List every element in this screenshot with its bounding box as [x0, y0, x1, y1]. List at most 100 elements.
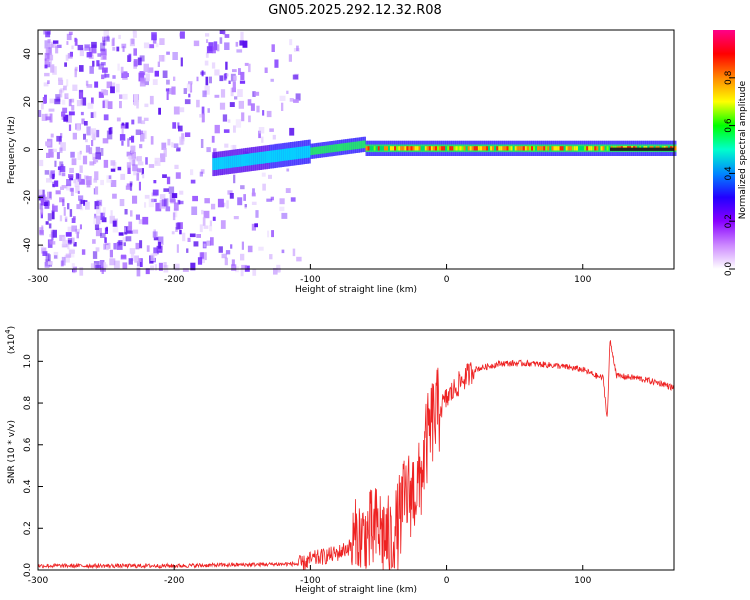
- noise-cell: [161, 142, 167, 150]
- signal-core: [561, 146, 565, 151]
- noise-cell: [201, 209, 204, 215]
- noise-cell: [289, 127, 295, 136]
- noise-cell: [51, 210, 55, 220]
- signal-mid: [334, 144, 338, 152]
- signal-core: [604, 146, 607, 151]
- signal-mid: [355, 141, 358, 150]
- signal-mid: [230, 155, 234, 168]
- signal-core: [586, 146, 589, 151]
- noise-cell: [125, 185, 131, 190]
- noise-cell: [39, 159, 44, 167]
- noise-cell: [88, 47, 93, 56]
- noise-cell: [244, 204, 247, 208]
- noise-cell: [118, 240, 123, 246]
- noise-cell: [77, 152, 82, 160]
- noise-cell: [71, 158, 77, 166]
- noise-cell: [66, 179, 72, 187]
- signal-core: [551, 146, 554, 151]
- noise-cell: [244, 204, 247, 209]
- noise-cell: [167, 138, 171, 146]
- noise-cell: [182, 232, 186, 242]
- noise-cell: [108, 127, 112, 135]
- noise-cell: [74, 228, 80, 234]
- noise-cell: [155, 43, 159, 48]
- noise-cell: [47, 43, 54, 48]
- noise-cell: [126, 162, 131, 168]
- colorbar-label: Normalized spectral amplitude: [738, 80, 748, 219]
- signal-core: [459, 146, 462, 151]
- noise-cell: [211, 46, 216, 54]
- noise-cell: [72, 84, 78, 91]
- signal-core: [482, 146, 485, 151]
- noise-cell: [252, 268, 257, 276]
- signal-mid: [353, 141, 356, 150]
- signal-core: [565, 146, 569, 151]
- signal-mid: [275, 149, 279, 162]
- noise-cell: [145, 268, 150, 275]
- noise-cell: [85, 145, 90, 153]
- noise-cell: [293, 99, 299, 103]
- x-tick-label: -100: [300, 275, 321, 285]
- signal-mid: [332, 144, 336, 153]
- noise-cell: [251, 223, 256, 231]
- noise-cell: [150, 253, 155, 261]
- noise-cell: [94, 171, 99, 181]
- signal-core: [471, 146, 475, 151]
- noise-cell: [75, 38, 78, 46]
- noise-cell: [62, 199, 65, 207]
- noise-cell: [171, 86, 176, 95]
- signal-mid: [345, 142, 348, 151]
- noise-cell: [79, 65, 84, 72]
- noise-cell: [175, 172, 181, 179]
- noise-cell: [145, 157, 148, 165]
- noise-cell: [69, 167, 74, 173]
- noise-cell: [239, 40, 244, 46]
- noise-cell: [110, 210, 113, 217]
- noise-cell: [201, 113, 205, 123]
- noise-cell: [123, 93, 128, 100]
- x-tick-label: -100: [300, 576, 321, 586]
- signal-mid: [277, 149, 281, 162]
- signal-core: [455, 146, 458, 151]
- noise-cell: [103, 243, 109, 250]
- noise-cell: [71, 225, 77, 232]
- noise-cell: [49, 113, 53, 123]
- noise-cell: [90, 128, 96, 135]
- noise-cell: [44, 72, 50, 77]
- noise-cell: [179, 229, 182, 235]
- noise-cell: [40, 212, 43, 219]
- noise-cell: [38, 189, 44, 197]
- noise-cell: [129, 155, 135, 160]
- colorbar-ticks: 0.0 0.2 0.4 0.6 0.8: [724, 70, 735, 276]
- noise-cell: [144, 78, 149, 86]
- noise-cell: [100, 62, 106, 66]
- noise-cell: [152, 189, 159, 196]
- noise-cell: [81, 118, 85, 125]
- signal-core: [371, 146, 375, 151]
- noise-cell: [196, 76, 199, 82]
- noise-cell: [229, 193, 234, 199]
- noise-cell: [157, 236, 164, 245]
- noise-cell: [128, 53, 132, 62]
- signal-core: [488, 146, 491, 151]
- noise-cell: [119, 199, 125, 207]
- noise-cell: [242, 40, 248, 48]
- noise-cell: [173, 106, 180, 115]
- signal-mid: [361, 140, 364, 149]
- signal-mid: [326, 145, 330, 153]
- signal-mid: [296, 147, 299, 160]
- noise-cell: [199, 114, 203, 118]
- signal-core: [473, 146, 477, 151]
- noise-cell: [256, 105, 260, 113]
- noise-cell: [102, 55, 107, 60]
- noise-cell: [174, 164, 179, 169]
- signal-core: [535, 146, 538, 151]
- signal-core: [367, 146, 371, 151]
- noise-cell: [240, 185, 245, 190]
- noise-cell: [73, 179, 76, 184]
- noise-cell: [189, 233, 196, 238]
- noise-cell: [79, 150, 82, 155]
- noise-cell: [110, 160, 116, 166]
- noise-cell: [50, 133, 54, 138]
- noise-cell: [139, 77, 146, 87]
